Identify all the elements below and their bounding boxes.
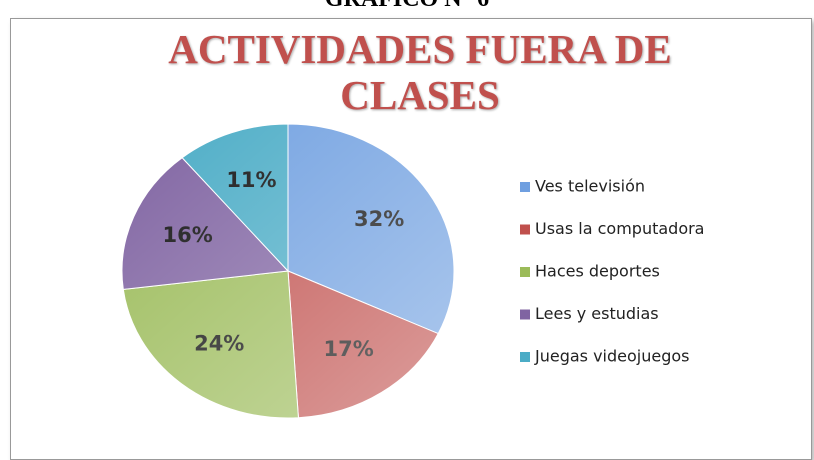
legend-label: Juegas videojuegos: [534, 347, 690, 366]
data-label: 11%: [226, 168, 276, 192]
data-label: 24%: [194, 332, 244, 356]
legend-label: Usas la computadora: [535, 219, 704, 238]
legend-label: Haces deportes: [535, 262, 660, 281]
legend-swatch: [520, 182, 530, 192]
data-label: 32%: [354, 207, 404, 231]
legend-label: Lees y estudias: [535, 304, 659, 323]
data-label: 16%: [163, 223, 213, 247]
chart: 32% 17% 24% 16% 11% Ves televisión Usas la com…: [121, 123, 704, 419]
legend-swatch: [520, 224, 530, 235]
chart-title: ACTIVIDADES FUERA DE CLASES: [168, 26, 672, 118]
legend-label: Ves televisión: [535, 177, 645, 196]
heading: GRÁFICO N° 6: [0, 0, 814, 13]
data-label: 17%: [324, 337, 374, 361]
legend-swatch: [520, 352, 530, 362]
legend-swatch: [520, 267, 530, 277]
legend-swatch: [520, 309, 530, 320]
